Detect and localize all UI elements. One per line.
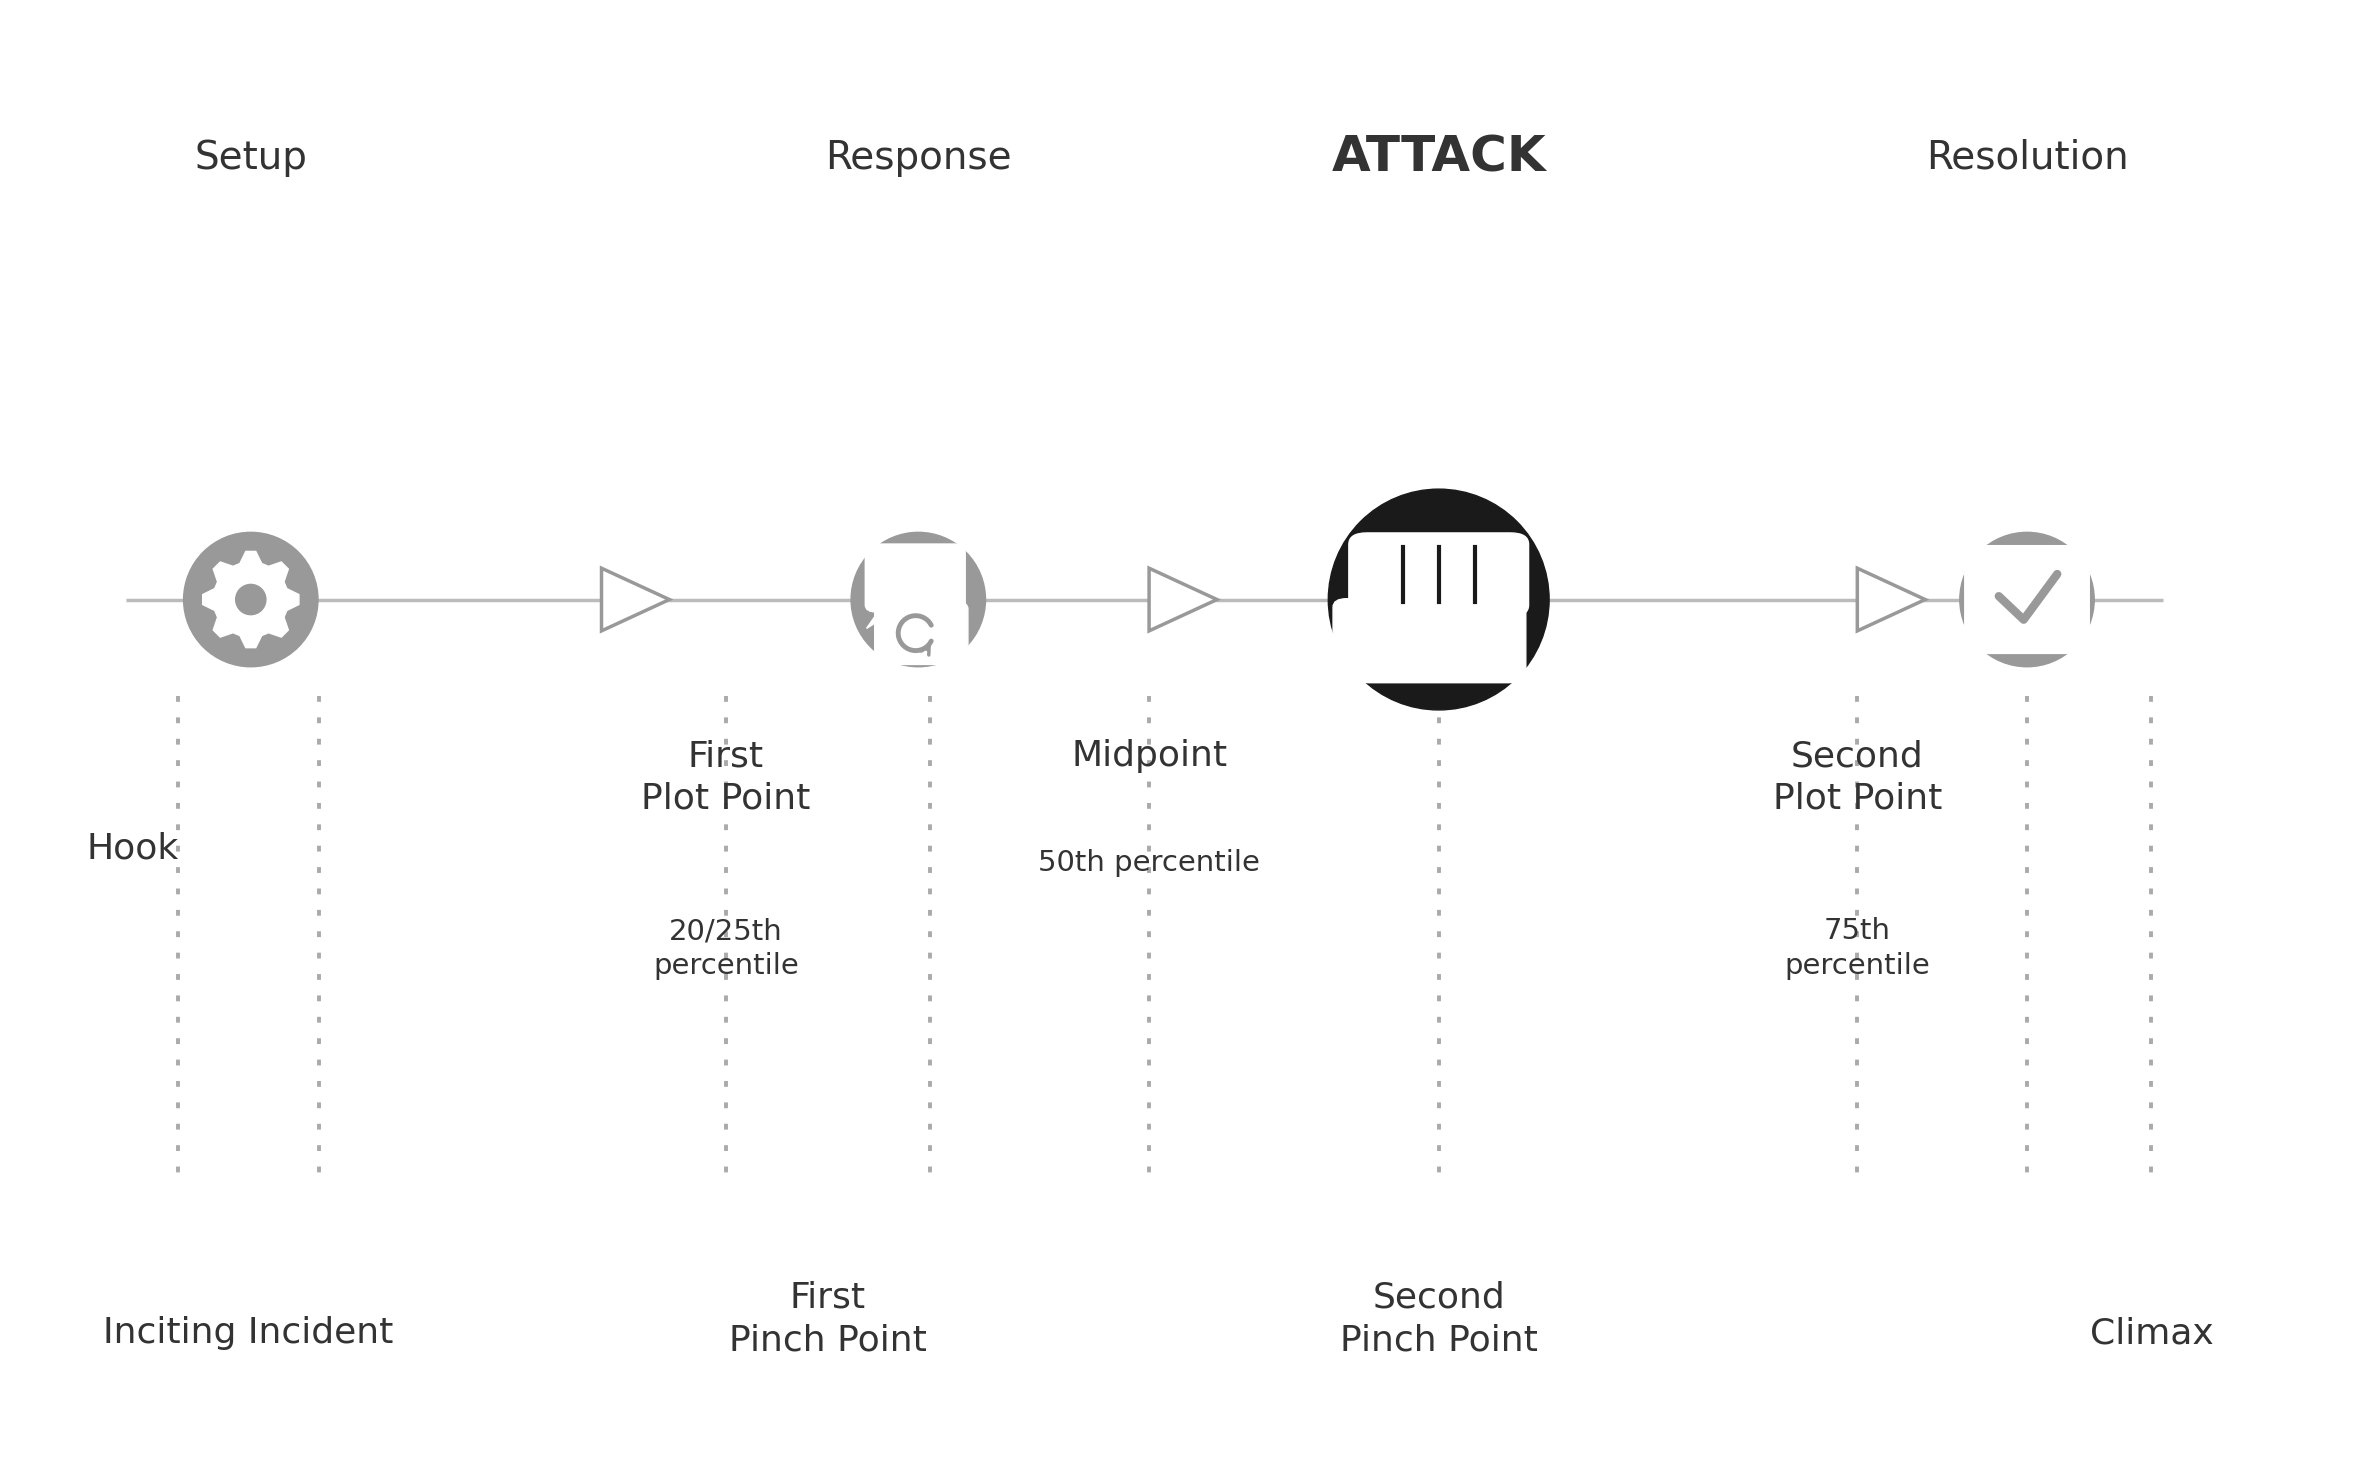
Text: Hook: Hook bbox=[87, 833, 179, 865]
Polygon shape bbox=[931, 657, 969, 677]
Text: Climax: Climax bbox=[2091, 1316, 2213, 1350]
Polygon shape bbox=[203, 552, 299, 647]
Text: Response: Response bbox=[825, 139, 1011, 177]
Ellipse shape bbox=[851, 533, 985, 666]
FancyBboxPatch shape bbox=[865, 545, 966, 611]
Ellipse shape bbox=[231, 579, 271, 620]
Text: Resolution: Resolution bbox=[1926, 139, 2128, 177]
Polygon shape bbox=[867, 605, 903, 628]
FancyBboxPatch shape bbox=[1963, 545, 2091, 654]
Text: 75th
percentile: 75th percentile bbox=[1784, 917, 1930, 979]
Text: Second
Pinch Point: Second Pinch Point bbox=[1339, 1281, 1537, 1356]
Ellipse shape bbox=[1329, 490, 1549, 709]
Text: Midpoint: Midpoint bbox=[1070, 739, 1228, 773]
Text: ATTACK: ATTACK bbox=[1332, 134, 1546, 183]
Text: 20/25th
percentile: 20/25th percentile bbox=[653, 917, 799, 979]
FancyBboxPatch shape bbox=[1348, 533, 1530, 616]
FancyBboxPatch shape bbox=[1351, 588, 1525, 683]
Text: Second
Plot Point: Second Plot Point bbox=[1772, 739, 1942, 816]
Ellipse shape bbox=[236, 585, 266, 614]
FancyBboxPatch shape bbox=[874, 603, 969, 665]
Text: 50th percentile: 50th percentile bbox=[1037, 849, 1261, 877]
Text: First
Plot Point: First Plot Point bbox=[641, 739, 811, 816]
Ellipse shape bbox=[184, 533, 318, 666]
FancyBboxPatch shape bbox=[1369, 595, 1508, 608]
Polygon shape bbox=[601, 568, 669, 631]
Polygon shape bbox=[1857, 568, 1926, 631]
Text: First
Pinch Point: First Pinch Point bbox=[728, 1281, 926, 1356]
Text: Inciting Incident: Inciting Incident bbox=[104, 1316, 394, 1350]
FancyBboxPatch shape bbox=[1334, 598, 1402, 669]
Ellipse shape bbox=[1959, 533, 2095, 666]
Text: Setup: Setup bbox=[193, 139, 306, 177]
Polygon shape bbox=[1150, 568, 1216, 631]
